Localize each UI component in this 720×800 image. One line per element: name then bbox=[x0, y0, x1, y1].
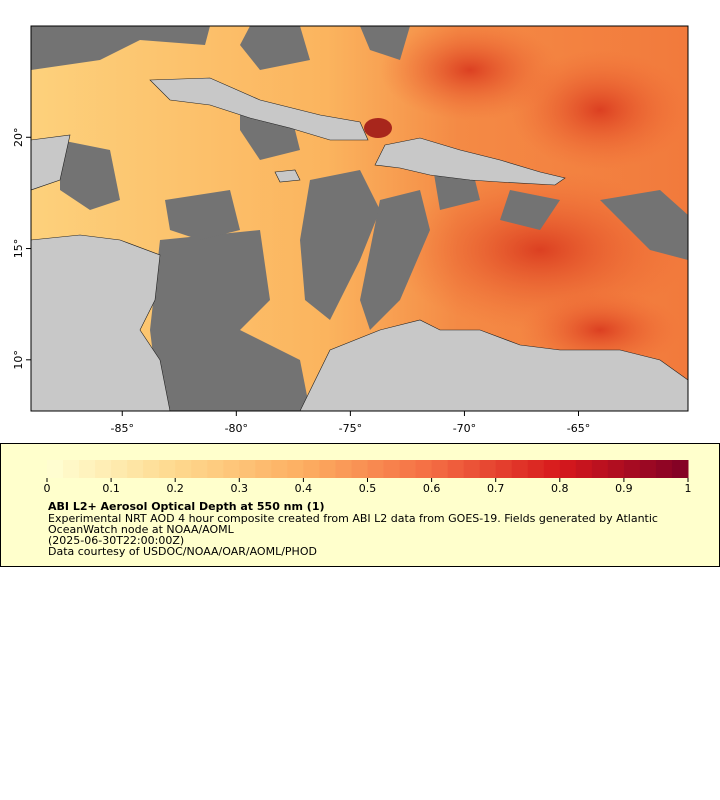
y-tick-label: 15° bbox=[12, 239, 25, 258]
colorbar-swatch bbox=[543, 460, 561, 478]
colorbar-swatch bbox=[223, 460, 240, 478]
colorbar-swatch bbox=[191, 460, 208, 478]
colorbar-swatch bbox=[447, 460, 465, 478]
colorbar-swatch bbox=[383, 460, 401, 478]
colorbar-tick-label: 0.5 bbox=[359, 482, 377, 495]
colorbar-swatch bbox=[495, 460, 513, 478]
colorbar-tick-label: 0.1 bbox=[102, 482, 120, 495]
colorbar-tick-label: 0.7 bbox=[487, 482, 505, 495]
y-tick-label: 20° bbox=[12, 128, 25, 148]
colorbar-tick-label: 0.9 bbox=[615, 482, 633, 495]
colorbar-swatch bbox=[271, 460, 288, 478]
colorbar-swatch bbox=[175, 460, 192, 478]
colorbar-tick-label: 0.4 bbox=[295, 482, 313, 495]
x-tick-label: -85° bbox=[111, 422, 134, 435]
colorbar-swatch bbox=[239, 460, 256, 478]
colorbar-swatch bbox=[575, 460, 593, 478]
legend-title: ABI L2+ Aerosol Optical Depth at 550 nm … bbox=[48, 500, 325, 513]
colorbar-swatch bbox=[399, 460, 417, 478]
colorbar-swatch bbox=[351, 460, 368, 478]
colorbar-swatch bbox=[335, 460, 352, 478]
legend-line: OceanWatch node at NOAA/AOML bbox=[48, 523, 235, 536]
colorbar-swatch bbox=[623, 460, 641, 478]
colorbar-tick-label: 0.8 bbox=[551, 482, 569, 495]
x-tick-label: -65° bbox=[567, 422, 590, 435]
colorbar-swatch bbox=[143, 460, 160, 478]
colorbar-swatch bbox=[319, 460, 336, 478]
colorbar-swatch bbox=[527, 460, 545, 478]
colorbar-swatch bbox=[431, 460, 449, 478]
colorbar-tick-label: 1 bbox=[685, 482, 692, 495]
colorbar-swatch bbox=[559, 460, 577, 478]
map-raster bbox=[31, 26, 688, 411]
colorbar-swatch bbox=[671, 460, 689, 478]
colorbar-swatch bbox=[111, 460, 128, 478]
colorbar-tick-label: 0 bbox=[44, 482, 51, 495]
x-tick-label: -80° bbox=[225, 422, 248, 435]
map-frame bbox=[30, 25, 689, 412]
legend-line: (2025-06-30T22:00:00Z) bbox=[48, 534, 184, 547]
colorbar-swatch bbox=[287, 460, 304, 478]
colorbar-tick-label: 0.2 bbox=[166, 482, 184, 495]
x-tick-label: -70° bbox=[453, 422, 476, 435]
x-tick-label: -75° bbox=[339, 422, 362, 435]
colorbar-swatch bbox=[159, 460, 176, 478]
colorbar-swatch bbox=[463, 460, 481, 478]
colorbar-swatch bbox=[207, 460, 224, 478]
colorbar-swatch bbox=[479, 460, 497, 478]
colorbar-swatch bbox=[655, 460, 673, 478]
colorbar-swatch bbox=[511, 460, 529, 478]
colorbar-swatch bbox=[47, 460, 64, 478]
colorbar-swatch bbox=[639, 460, 657, 478]
colorbar-swatch bbox=[415, 460, 433, 478]
colorbar-tick-label: 0.6 bbox=[423, 482, 441, 495]
colorbar-swatch bbox=[367, 460, 385, 478]
colorbar-swatch bbox=[607, 460, 625, 478]
colorbar-tick-label: 0.3 bbox=[231, 482, 249, 495]
legend-line: Experimental NRT AOD 4 hour composite cr… bbox=[48, 512, 658, 525]
colorbar-swatch bbox=[255, 460, 272, 478]
y-tick-label: 10° bbox=[12, 350, 25, 370]
colorbar-swatch bbox=[127, 460, 144, 478]
colorbar-swatch bbox=[591, 460, 609, 478]
colorbar-swatch bbox=[79, 460, 96, 478]
colorbar-swatch bbox=[63, 460, 80, 478]
legend-line: Data courtesy of USDOC/NOAA/OAR/AOML/PHO… bbox=[48, 545, 317, 558]
colorbar-swatch bbox=[95, 460, 112, 478]
colorbar-swatch bbox=[303, 460, 320, 478]
